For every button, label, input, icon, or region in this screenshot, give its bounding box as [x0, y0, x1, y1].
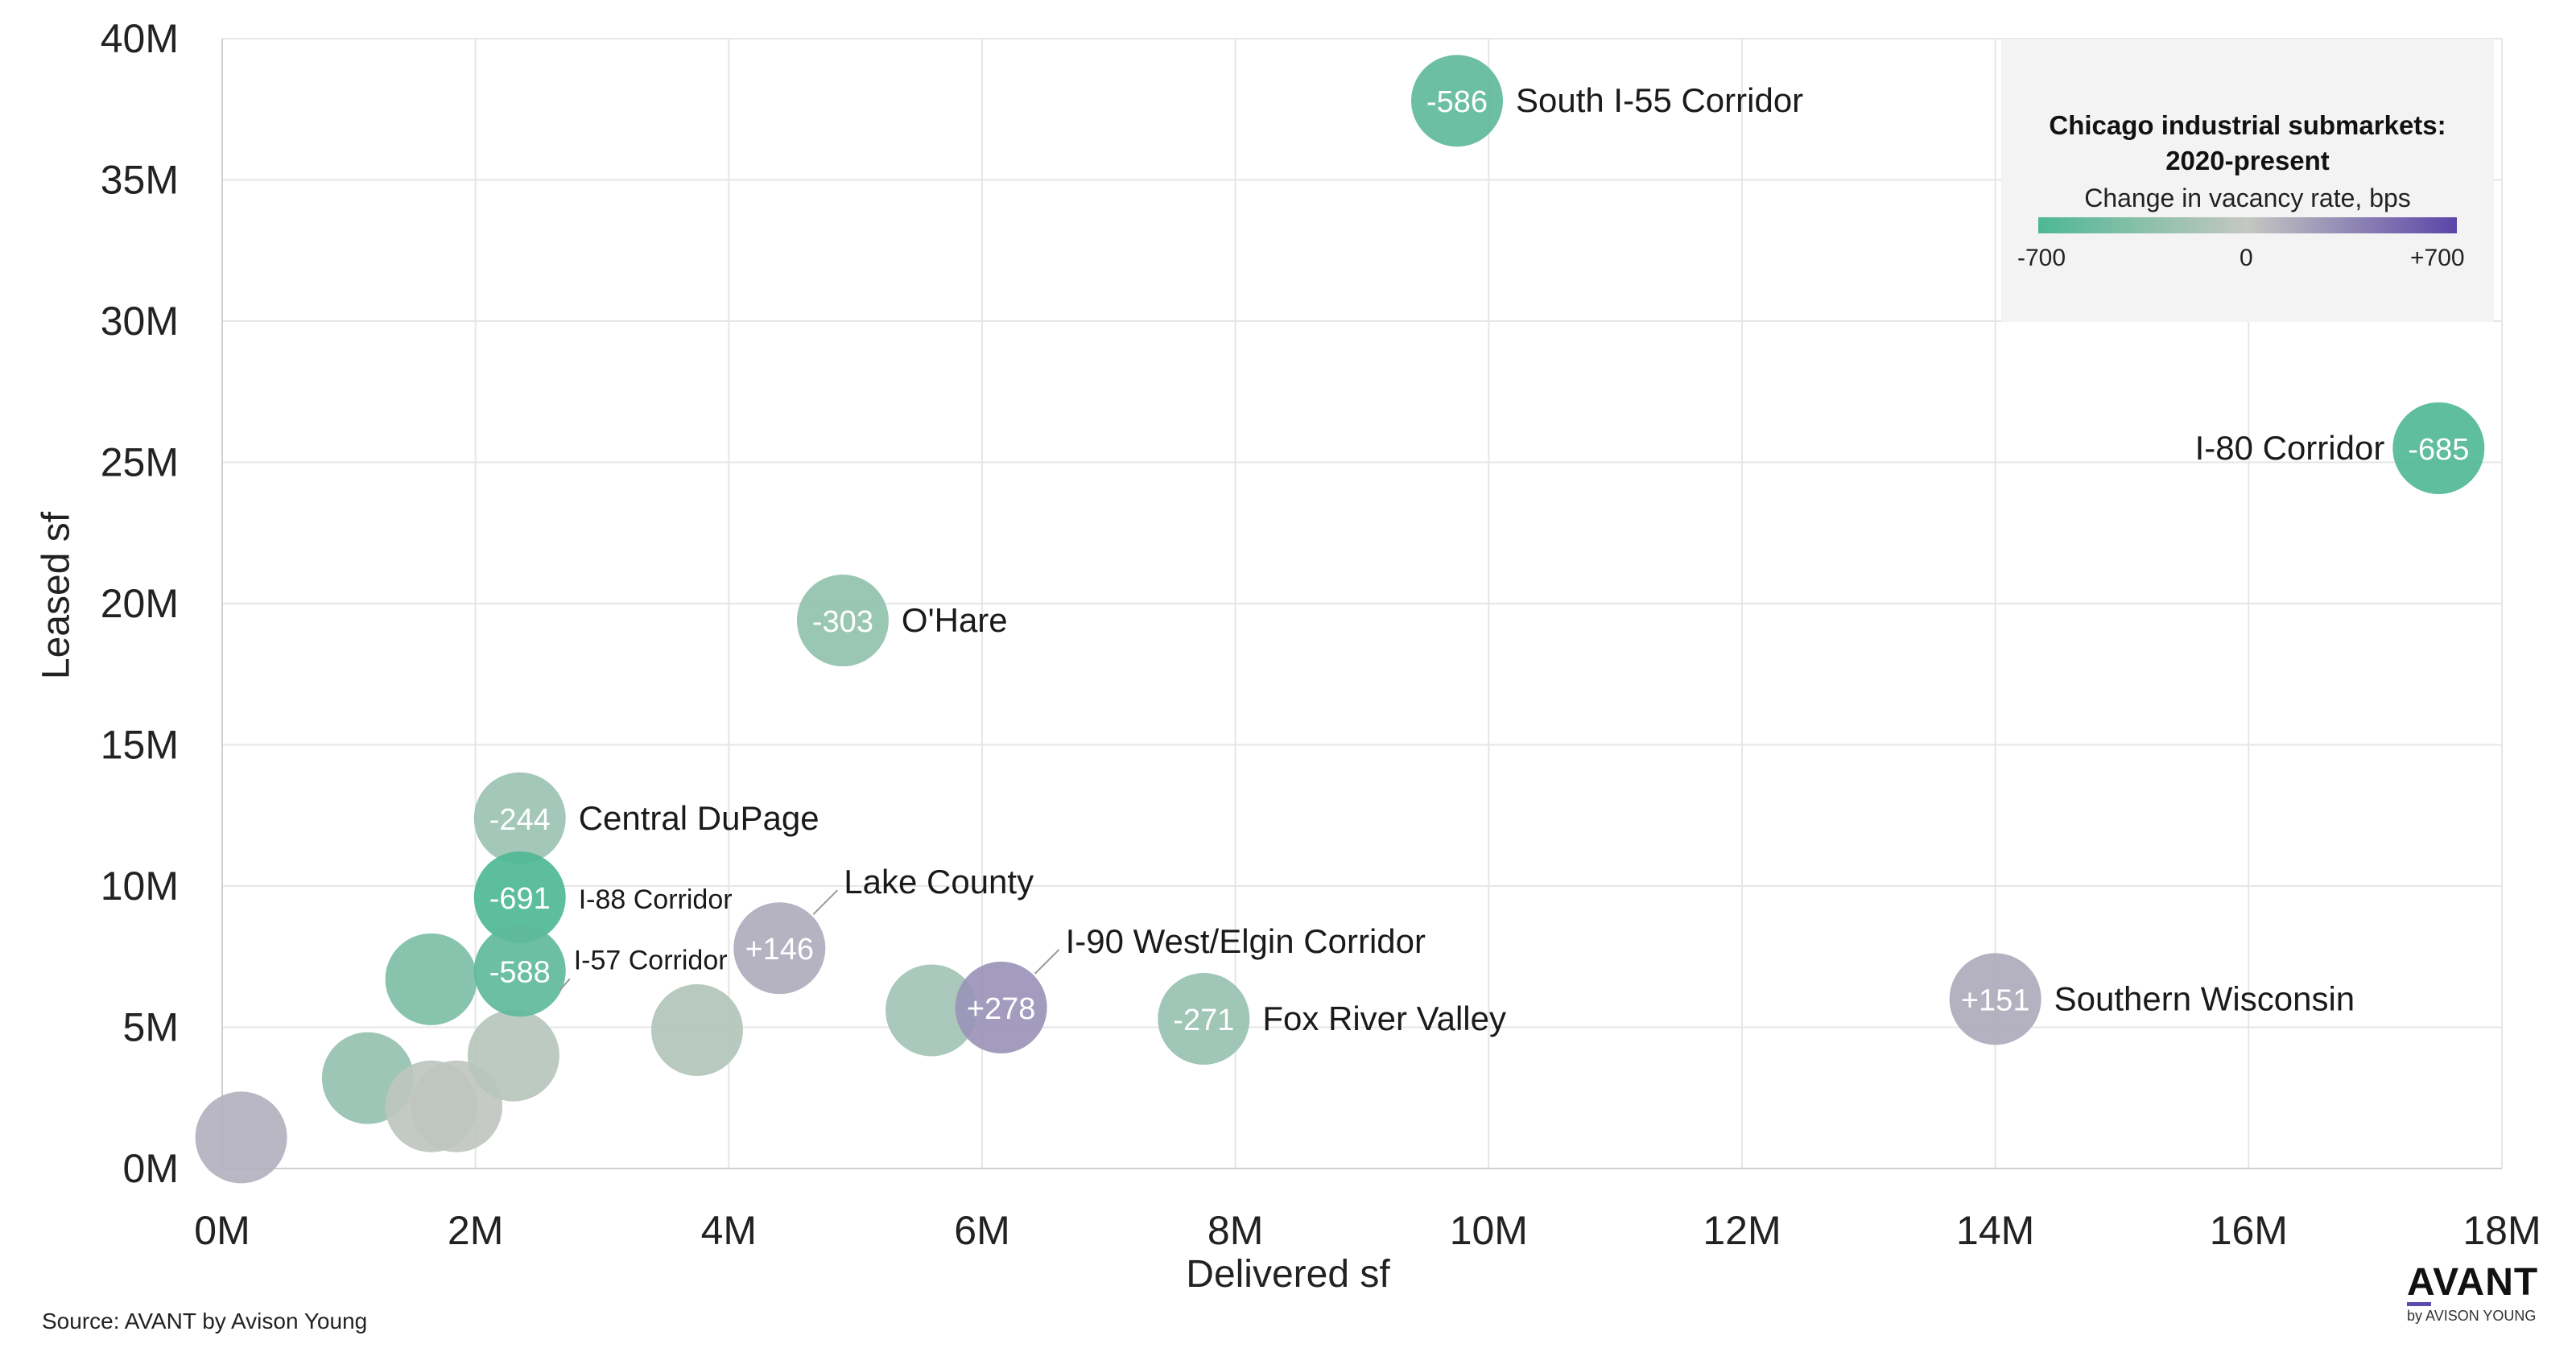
data-point-value-label: -588 — [489, 955, 551, 989]
brand-subtitle: by AVISON YOUNG — [2407, 1308, 2537, 1324]
data-point — [2392, 402, 2485, 494]
data-point-name-label: I-80 Corridor — [2195, 429, 2385, 467]
x-tick-label: 18M — [2462, 1208, 2541, 1253]
data-point-value-label: -244 — [489, 803, 551, 837]
brand-accent-bar — [2407, 1302, 2431, 1306]
legend-title-line-1: Chicago industrial submarkets: — [2049, 110, 2446, 140]
grid-lines — [222, 38, 2503, 1169]
data-point-name-label: Lake County — [844, 863, 1034, 901]
x-tick-label: 12M — [1703, 1208, 1781, 1253]
data-point-name-label: Central DuPage — [579, 799, 819, 837]
legend-subtitle: Change in vacancy rate, bps — [2084, 183, 2411, 212]
leader-line — [812, 889, 838, 915]
x-tick-label: 2M — [448, 1208, 503, 1253]
y-tick-label: 30M — [101, 299, 179, 344]
data-point — [733, 902, 826, 995]
brand-logo: AVANT by AVISON YOUNG — [2407, 1260, 2552, 1325]
data-point-name-label: Southern Wisconsin — [2054, 979, 2355, 1017]
x-tick-label: 0M — [194, 1208, 250, 1253]
y-tick-label: 40M — [101, 16, 179, 61]
data-point-value-label: -691 — [489, 882, 551, 916]
x-tick-label: 10M — [1450, 1208, 1528, 1253]
data-points: -586 South I-55 Corridor -685 I-80 Corridor… — [195, 55, 2485, 1184]
legend-max-label: +700 — [2410, 245, 2465, 271]
data-point — [955, 961, 1047, 1053]
data-point — [195, 1091, 287, 1184]
data-point — [467, 1009, 559, 1102]
data-point — [385, 933, 477, 1025]
legend-gradient-bar — [2038, 217, 2457, 233]
data-point — [473, 925, 566, 1017]
data-point — [651, 984, 743, 1077]
data-point-name-label: South I-55 Corridor — [1516, 81, 1803, 119]
y-tick-label: 10M — [101, 864, 179, 909]
y-tick-label: 15M — [101, 723, 179, 768]
data-point — [385, 1060, 477, 1152]
axes — [221, 39, 2502, 1169]
color-legend: Chicago industrial submarkets: 2020-pres… — [2001, 39, 2494, 322]
legend-mid-label: 0 — [2240, 245, 2253, 271]
data-point-value-label: -586 — [1426, 85, 1488, 119]
x-tick-label: 16M — [2210, 1208, 2288, 1253]
data-point-name-label: Fox River Valley — [1262, 1000, 1506, 1037]
y-tick-label: 5M — [123, 1005, 179, 1050]
legend-title-line-2: 2020-present — [2165, 146, 2330, 175]
data-point — [473, 851, 566, 944]
x-tick-label: 14M — [1956, 1208, 2034, 1253]
y-tick-label: 20M — [101, 581, 179, 626]
x-tick-label: 6M — [954, 1208, 1009, 1253]
data-point-name-label: I-90 West/Elgin Corridor — [1066, 922, 1426, 960]
leader-line — [1034, 949, 1060, 975]
x-tick-label: 8M — [1208, 1208, 1263, 1253]
y-axis-title: Leased sf — [35, 511, 78, 680]
data-point-name-label: I-57 Corridor — [574, 945, 728, 975]
legend-min-label: -700 — [2017, 245, 2066, 271]
data-point — [473, 772, 566, 864]
data-point-name-label: I-88 Corridor — [579, 884, 733, 915]
y-tick-label: 0M — [123, 1146, 179, 1191]
data-point — [1411, 55, 1503, 147]
leader-line — [559, 978, 571, 991]
data-point — [796, 575, 889, 667]
data-point — [886, 964, 978, 1057]
data-point-value-label: +146 — [745, 933, 814, 967]
x-tick-label: 4M — [701, 1208, 757, 1253]
y-tick-label: 35M — [101, 158, 179, 203]
data-point-value-label: +151 — [1961, 983, 2030, 1017]
source-note: Source: AVANT by Avison Young — [42, 1309, 368, 1333]
data-point-value-label: +278 — [967, 992, 1036, 1026]
brand-name: AVANT — [2407, 1261, 2539, 1304]
y-tick-label: 25M — [101, 440, 179, 485]
tick-labels: 0M 2M 4M 6M 8M 10M 12M 14M 16M 18M 0M 5M 10M 15M 20M 25… — [101, 16, 2541, 1253]
data-point-value-label: -303 — [812, 605, 873, 639]
data-point-name-label: O'Hare — [902, 601, 1008, 639]
data-point-value-label: -271 — [1173, 1004, 1234, 1037]
x-axis-title: Delivered sf — [1186, 1253, 1390, 1296]
data-point — [1949, 953, 2041, 1045]
data-point-value-label: -685 — [2408, 433, 2469, 467]
data-point — [1158, 972, 1250, 1065]
